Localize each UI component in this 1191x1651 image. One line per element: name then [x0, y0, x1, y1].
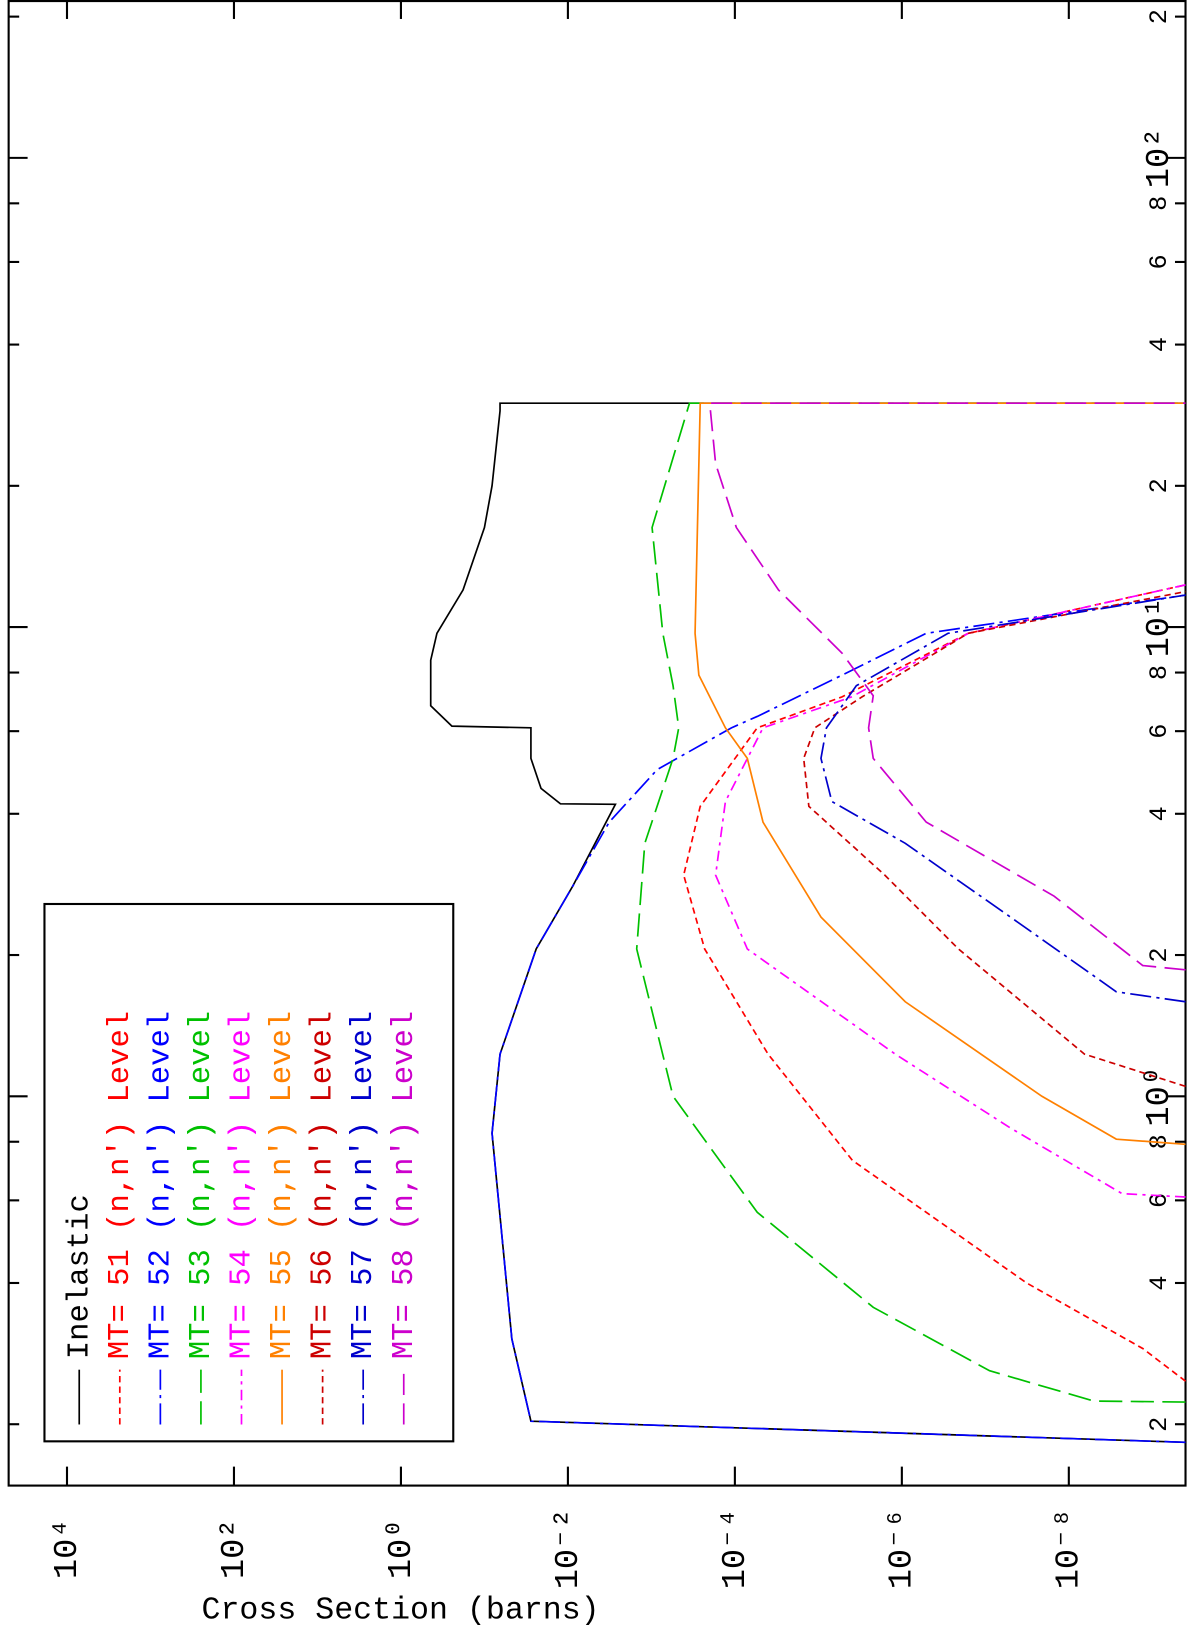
x-tick-label: 10⁰ [1141, 1066, 1179, 1127]
y-tick-label: 10⁻⁸ [1051, 1508, 1089, 1589]
legend-label: MT= 56 (n,n') Level [307, 1011, 341, 1359]
series-line [682, 584, 1187, 1382]
x-tick-label: 2 [1145, 478, 1174, 493]
x-tick-label: 2 [1145, 9, 1174, 24]
series-line [491, 594, 1186, 1444]
y-tick-label: 10⁻² [550, 1508, 588, 1589]
x-tick-label: 4 [1145, 806, 1174, 821]
y-tick-label: 10⁻⁶ [884, 1508, 922, 1589]
x-tick-label: 2 [1145, 1417, 1174, 1432]
x-tick-label: 4 [1145, 1275, 1174, 1290]
x-tick-label: 2 [1145, 947, 1174, 962]
legend-label: MT= 55 (n,n') Level [266, 1011, 300, 1359]
y-tick-label: 10⁴ [49, 1518, 87, 1579]
y-axis-label: Cross Section (barns) [202, 1593, 600, 1628]
legend-label: MT= 57 (n,n') Level [347, 1011, 381, 1359]
series-line [714, 584, 1186, 1198]
x-tick-label: 4 [1145, 337, 1174, 352]
legend-label: MT= 52 (n,n') Level [144, 1011, 178, 1359]
y-tick-label: 10⁰ [383, 1518, 421, 1579]
legend-label: MT= 51 (n,n') Level [104, 1011, 138, 1359]
x-tick-label: 10² [1141, 128, 1179, 189]
legend-label: MT= 58 (n,n') Level [388, 1011, 422, 1359]
series-line [694, 402, 1186, 1146]
legend-box [43, 902, 455, 1443]
y-tick-label: 10² [216, 1518, 254, 1579]
x-tick-label: 8 [1145, 196, 1174, 211]
legend-label: Inelastic [63, 1194, 97, 1359]
legend-label: MT= 53 (n,n') Level [185, 1011, 219, 1359]
x-tick-label: 10¹ [1141, 597, 1179, 658]
plot-frame [7, 0, 1187, 1487]
x-tick-label: 8 [1145, 665, 1174, 680]
x-tick-label: 6 [1145, 724, 1174, 739]
series-line [635, 402, 1186, 1403]
series-line [708, 402, 1186, 971]
series-line [429, 402, 1186, 1444]
series-line [802, 590, 1186, 1088]
series-line [820, 594, 1186, 1003]
legend-label: MT= 54 (n,n') Level [226, 1011, 260, 1359]
x-tick-label: 6 [1145, 254, 1174, 269]
y-tick-label: 10⁻⁴ [717, 1508, 755, 1589]
